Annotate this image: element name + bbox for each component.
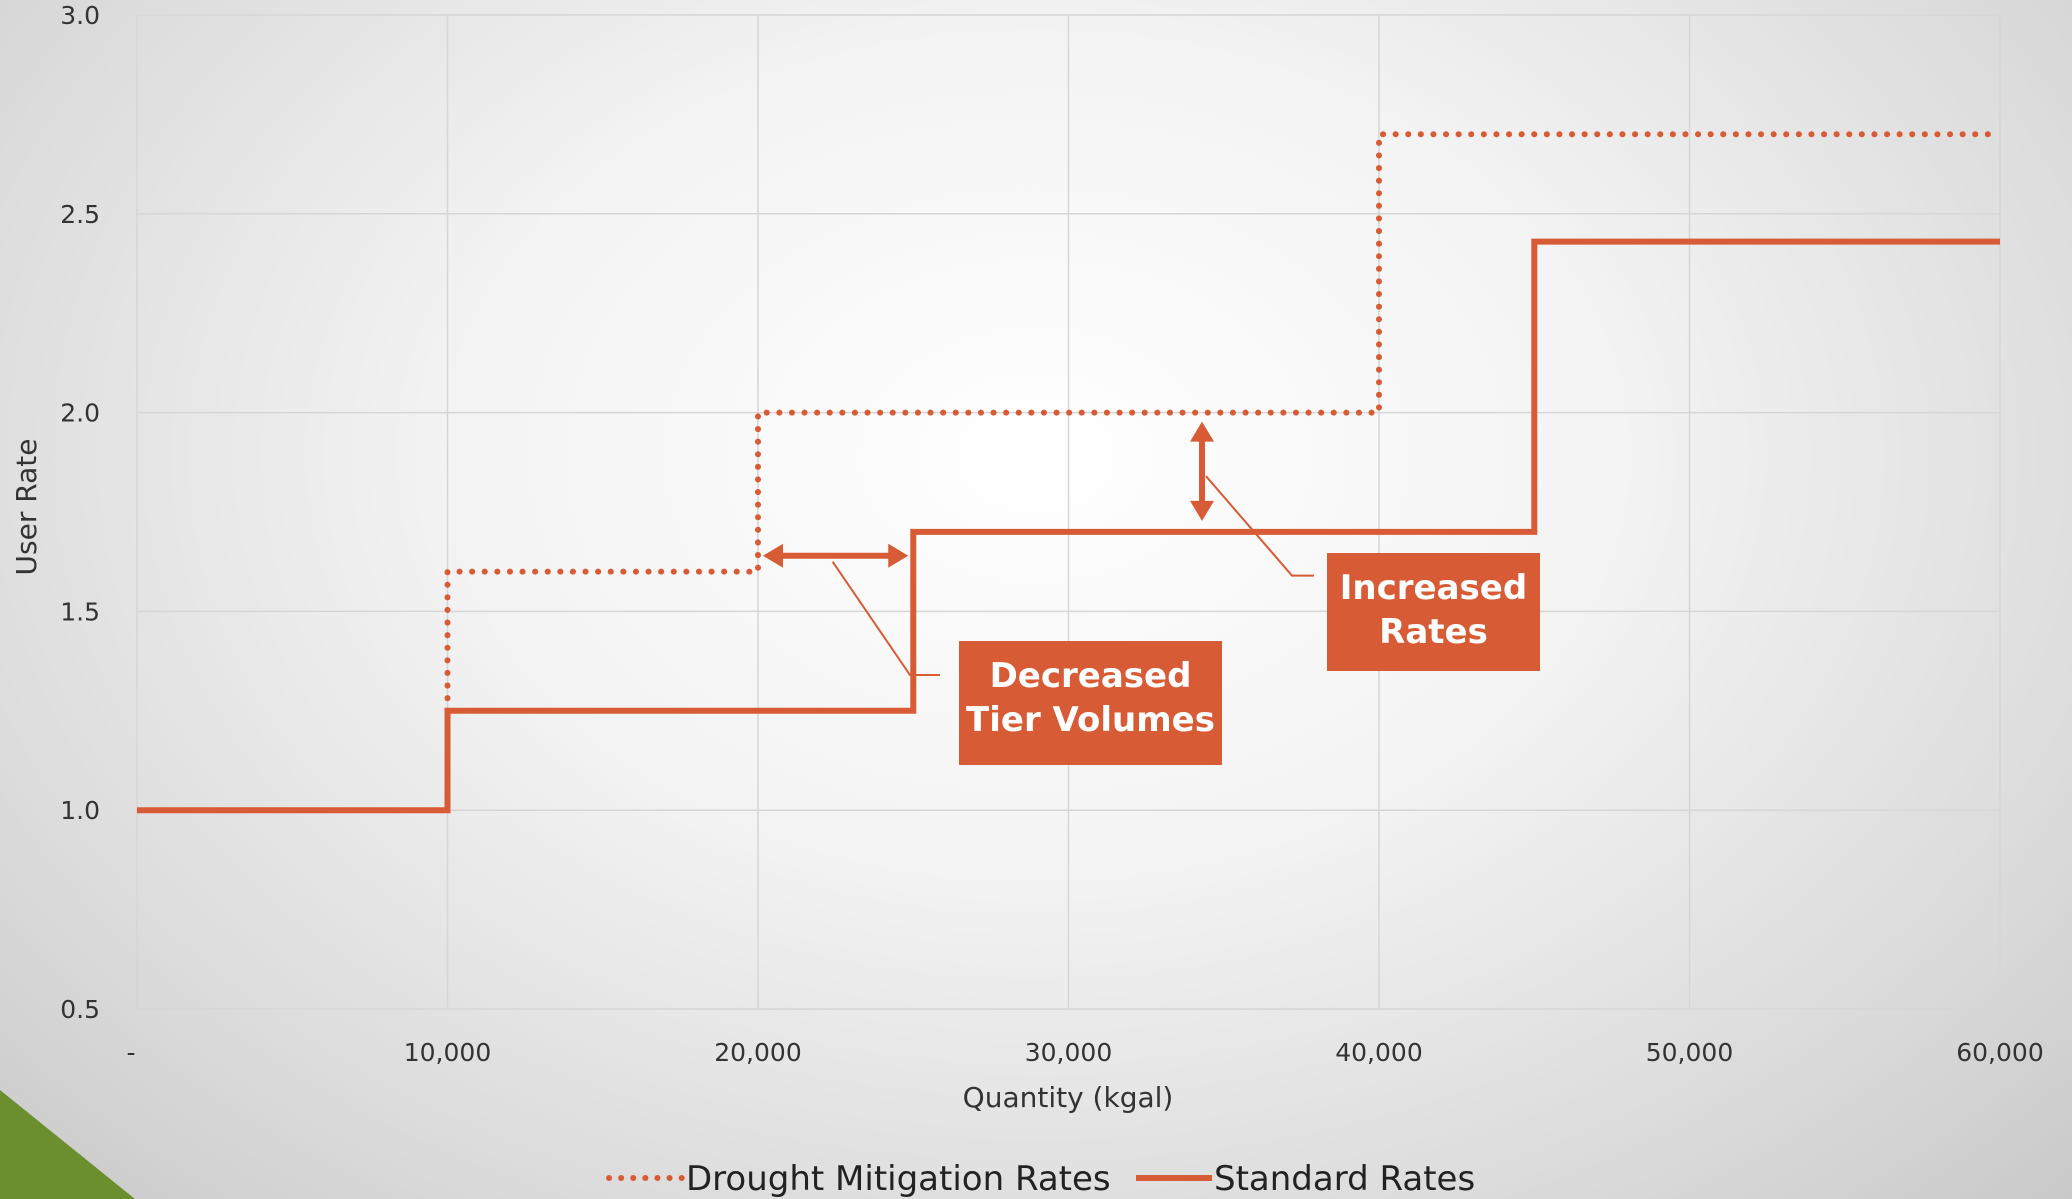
x-tick-label: 30,000 — [1025, 1038, 1112, 1067]
y-tick-labels: 0.5 1.0 1.5 2.0 2.5 3.0 — [60, 1, 100, 1024]
arrow-head — [1190, 421, 1215, 442]
series-line-standard — [137, 238, 2000, 814]
corner-decoration — [0, 1090, 135, 1199]
x-tick-label: - — [126, 1038, 135, 1067]
y-tick-label: 1.5 — [60, 597, 100, 626]
leader-line-tier-volumes — [831, 561, 940, 677]
y-tick-label: 3.0 — [60, 1, 100, 30]
x-axis-label: Quantity (kgal) — [963, 1081, 1174, 1114]
callout-text-increased-rates: Increased — [1340, 568, 1527, 608]
callout-text-tier-volumes: Decreased — [990, 656, 1192, 696]
callout-text-tier-volumes: Tier Volumes — [966, 700, 1215, 740]
y-tick-label: 2.5 — [60, 200, 100, 229]
series-line-drought-mitigation — [444, 131, 2003, 714]
y-tick-label: 1.0 — [60, 796, 100, 825]
leader-line-increased-rates — [1205, 475, 1314, 577]
y-tick-label: 0.5 — [60, 995, 100, 1024]
x-tick-label: 10,000 — [404, 1038, 491, 1067]
x-tick-label: 50,000 — [1646, 1038, 1733, 1067]
x-tick-label: 20,000 — [714, 1038, 801, 1067]
legend-label-drought: Drought Mitigation Rates — [686, 1159, 1111, 1199]
callout-box-tier-volumes — [959, 641, 1222, 765]
legend-label-standard: Standard Rates — [1214, 1159, 1475, 1199]
arrow-head — [888, 543, 909, 568]
y-axis-label: User Rate — [10, 439, 43, 576]
arrow-head — [763, 543, 783, 568]
callout-box-increased-rates — [1327, 553, 1540, 671]
x-tick-label: 60,000 — [1956, 1038, 2043, 1067]
callout-text-increased-rates: Rates — [1379, 612, 1488, 652]
x-tick-labels: - 10,000 20,000 30,000 40,000 50,000 60,000 — [126, 1038, 2043, 1067]
arrow-head — [1190, 500, 1215, 521]
grid — [136, 14, 2001, 1010]
legend: Drought Mitigation Rates Standard Rates — [606, 1159, 1475, 1199]
series-lines — [137, 131, 2003, 814]
y-tick-label: 2.0 — [60, 399, 100, 428]
x-tick-label: 40,000 — [1335, 1038, 1422, 1067]
